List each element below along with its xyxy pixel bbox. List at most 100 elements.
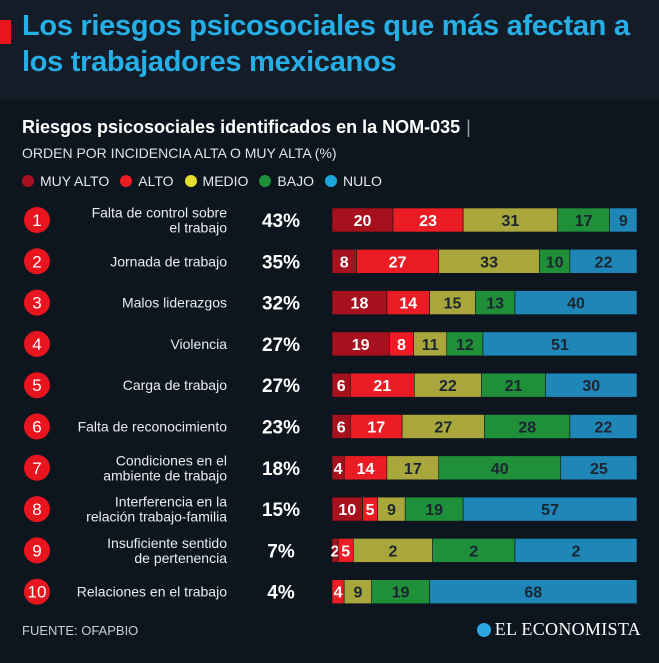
rank-number: 8: [32, 500, 41, 519]
bar-segment: [413, 331, 448, 357]
segment-label: 21: [505, 378, 523, 395]
segment-label: 2: [389, 543, 398, 560]
segment-label: 4: [334, 585, 343, 602]
bar-segment: [539, 249, 571, 274]
segment-label: 12: [456, 337, 474, 354]
incidence-percent: 4%: [267, 583, 295, 604]
legend-swatch: [22, 175, 34, 187]
segment-label: 11: [422, 337, 439, 354]
title-separator: |: [466, 117, 471, 137]
rank-number: 10: [28, 583, 47, 602]
bar-segment: [429, 290, 476, 315]
segment-label: 19: [425, 502, 443, 519]
bar-segment: [462, 496, 638, 522]
risk-label: Violencia: [170, 336, 227, 352]
segment-label: 20: [354, 213, 372, 230]
segment-label: 14: [399, 296, 417, 313]
segment-label: 22: [595, 420, 613, 437]
rank-badge: [24, 207, 50, 233]
segment-label: 2: [331, 543, 340, 560]
bar-segment: [331, 290, 388, 315]
bar-segment: [462, 207, 558, 233]
legend-item: NULO: [325, 173, 382, 189]
brand-logo: EL ECONOMISTA: [476, 619, 641, 640]
legend-item: ALTO: [120, 173, 174, 189]
legend: MUY ALTO ALTO MEDIO BAJO NULO: [22, 173, 382, 189]
incidence-percent: 18%: [262, 459, 300, 480]
segment-label: 15: [444, 296, 462, 313]
segment-label: 30: [582, 378, 600, 395]
bar-segment: [514, 538, 638, 563]
legend-item: MUY ALTO: [22, 173, 109, 189]
segment-label: 40: [567, 296, 585, 313]
rank-badge: [24, 537, 50, 564]
legend-label: ALTO: [138, 173, 174, 189]
segment-label: 6: [337, 378, 346, 395]
risk-label: Relaciones en el trabajo: [77, 584, 227, 600]
chart-title: Riesgos psicosociales identificados en l…: [22, 117, 471, 138]
chart-title-text: Riesgos psicosociales identificados en l…: [22, 117, 461, 137]
risk-label: Jornada de trabajo: [110, 253, 227, 269]
rank-number: 6: [32, 418, 41, 437]
risk-label: Condiciones en el: [116, 452, 227, 468]
risk-label: Malos liderazgos: [122, 295, 227, 311]
segment-label: 5: [341, 543, 350, 560]
economista-logo-icon: [476, 622, 491, 637]
incidence-percent: 32%: [262, 294, 300, 315]
incidence-percent: 27%: [262, 335, 300, 356]
bar-segment: [386, 455, 440, 481]
incidence-percent: 7%: [267, 541, 295, 562]
bar-segment: [609, 207, 638, 233]
bar-segment: [429, 579, 638, 605]
bar-segment: [356, 249, 440, 274]
bar-segment: [349, 414, 403, 439]
segment-label: 5: [366, 502, 375, 519]
segment-label: 14: [357, 461, 375, 478]
risk-label: ambiente de trabajo: [103, 467, 227, 483]
risk-label: relación trabajo-familia: [86, 509, 227, 525]
chart-subtitle: ORDEN POR INCIDENCIA ALTA O MUY ALTA (%): [22, 145, 337, 161]
segment-label: 22: [439, 378, 457, 395]
rank-number: 1: [32, 211, 41, 230]
bar-segment: [389, 331, 414, 357]
segment-label: 17: [367, 420, 385, 437]
bar-segment: [569, 249, 638, 274]
segment-label: 2: [469, 543, 478, 560]
bar-segment: [343, 455, 388, 481]
segment-label: 27: [389, 254, 407, 271]
legend-swatch: [259, 175, 272, 187]
bar-segment: [560, 455, 638, 481]
legend-label: MEDIO: [202, 173, 249, 189]
bar-segment: [371, 579, 430, 605]
risk-label: de pertenencia: [134, 550, 227, 566]
bar-segment: [331, 496, 363, 522]
legend-swatch: [184, 175, 197, 187]
rank-badge: [24, 454, 50, 481]
legend-swatch: [120, 175, 133, 187]
segment-label: 8: [397, 337, 406, 354]
bar-segment: [475, 290, 516, 315]
rank-badge: [24, 248, 50, 275]
rank-number: 9: [32, 541, 41, 560]
segment-label: 10: [338, 502, 356, 519]
risk-label: Carga de trabajo: [123, 377, 228, 393]
incidence-percent: 35%: [262, 252, 300, 273]
segment-label: 9: [353, 585, 362, 602]
legend-item: BAJO: [259, 173, 314, 189]
bar-segment: [482, 331, 638, 357]
bar-segment: [545, 372, 638, 398]
bar-segment: [557, 207, 610, 233]
rank-badge: [24, 289, 50, 316]
segment-label: 28: [518, 420, 536, 437]
bar-segment: [514, 290, 638, 315]
segment-label: 9: [387, 502, 396, 519]
segment-label: 57: [541, 502, 559, 519]
bar-segment: [349, 372, 415, 398]
rank-number: 7: [32, 459, 41, 478]
bar-segment: [446, 331, 484, 357]
rank-badge: [24, 372, 50, 399]
segment-label: 19: [352, 337, 370, 354]
segment-label: 21: [373, 378, 391, 395]
segment-label: 10: [546, 254, 564, 271]
risk-label: Insuficiente sentido: [107, 535, 227, 551]
